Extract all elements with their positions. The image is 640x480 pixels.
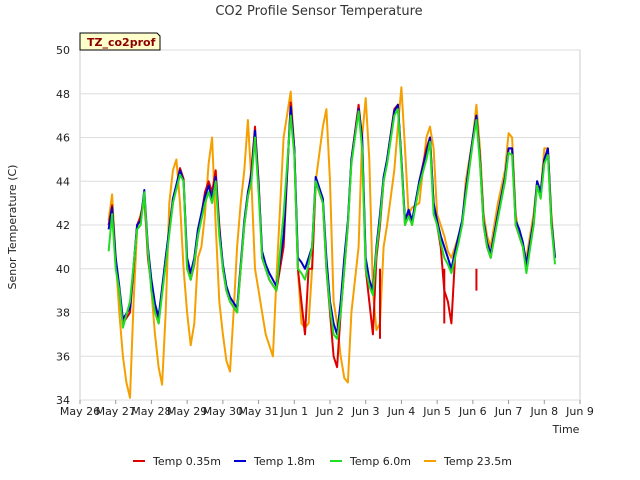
- y-tick-label: 46: [56, 132, 70, 145]
- legend: Temp 0.35m Temp 1.8m Temp 6.0m Temp 23.5m: [133, 455, 512, 468]
- x-tick-label: Jun 3: [351, 405, 380, 418]
- y-tick-label: 44: [56, 175, 70, 188]
- legend-item: Temp 6.0m: [330, 455, 411, 468]
- y-tick-label: 34: [56, 394, 70, 407]
- y-tick-label: 40: [56, 263, 70, 276]
- legend-label: Temp 6.0m: [349, 455, 411, 468]
- legend-label: Temp 1.8m: [253, 455, 315, 468]
- x-tick-label: May 27: [96, 405, 136, 418]
- y-tick-label: 48: [56, 88, 70, 101]
- y-tick-label: 50: [56, 44, 70, 57]
- series-lines: [107, 86, 556, 399]
- x-tick-label: Jun 7: [494, 405, 523, 418]
- x-tick-label: Jun 8: [529, 405, 558, 418]
- site-badge: TZ_co2prof: [79, 32, 161, 51]
- x-tick-label: May 28: [131, 405, 171, 418]
- y-tick-label: 36: [56, 350, 70, 363]
- legend-label: Temp 23.5m: [443, 455, 512, 468]
- legend-item: Temp 1.8m: [234, 455, 315, 468]
- x-tick-label: Jun 1: [279, 405, 308, 418]
- legend-label: Temp 0.35m: [152, 455, 221, 468]
- x-tick-label: Jun 5: [422, 405, 451, 418]
- x-tick-label: Jun 2: [315, 405, 344, 418]
- x-tick-label: Jun 6: [458, 405, 487, 418]
- x-tick-label: May 30: [203, 405, 243, 418]
- x-tick-label: May 29: [167, 405, 207, 418]
- x-tick-label: May 31: [238, 405, 278, 418]
- x-tick-label: May 26: [60, 405, 100, 418]
- x-tick-label: Jun 9: [565, 405, 594, 418]
- badge-label: TZ_co2prof: [87, 36, 156, 49]
- y-axis-ticks: 34 36 38 40 42 44 46 48 50: [56, 44, 70, 407]
- y-tick-label: 38: [56, 307, 70, 320]
- series-line-temp-6-0m: [107, 108, 556, 340]
- x-axis-label: Time: [552, 423, 580, 436]
- legend-item: Temp 0.35m: [133, 455, 221, 468]
- y-tick-label: 42: [56, 219, 70, 232]
- legend-item: Temp 23.5m: [424, 455, 512, 468]
- badge-box: [79, 32, 161, 51]
- chart-title: CO2 Profile Sensor Temperature: [215, 4, 422, 19]
- x-tick-label: Jun 4: [387, 405, 416, 418]
- series-line-temp-23-5m: [107, 86, 556, 399]
- y-axis-label: Senor Temperature (C): [6, 165, 19, 290]
